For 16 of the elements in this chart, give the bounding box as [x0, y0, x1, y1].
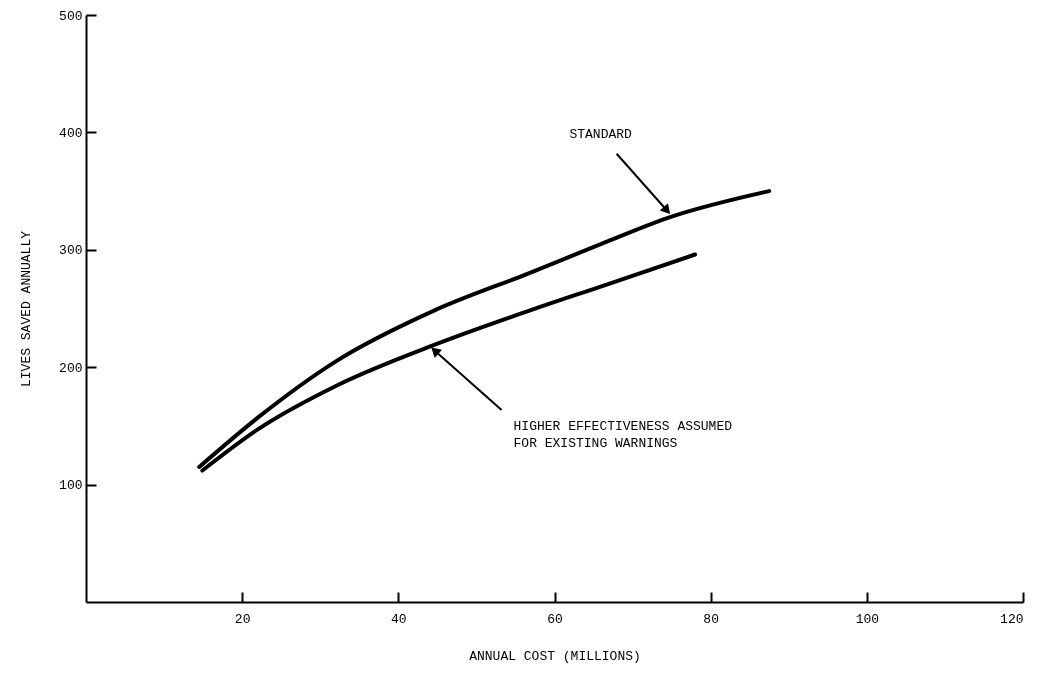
x-tick-label: 80	[703, 611, 719, 627]
x-tick-label: 100	[855, 611, 880, 627]
line-series	[197, 189, 772, 469]
y-tick-label: 300	[59, 243, 83, 259]
x-axis-title: ANNUAL COST (MILLIONS)	[469, 648, 641, 664]
y-tick-label: 200	[59, 360, 83, 376]
y-tick-label: 400	[59, 125, 83, 141]
y-tick-label: 100	[59, 478, 83, 494]
y-axis-title: LIVES SAVED ANNUALLY	[19, 230, 35, 388]
y-tick-label: 500	[59, 8, 83, 24]
x-tick-label: 40	[391, 611, 407, 627]
x-tick-label: 120	[1000, 611, 1024, 627]
annotation: HIGHER EFFECTIVENESS ASSUMED FOR EXISTING WARNINGS	[513, 419, 733, 452]
annotation: STANDARD	[569, 126, 633, 142]
x-tick-label: 20	[234, 611, 251, 627]
x-tick-label: 60	[547, 611, 563, 627]
